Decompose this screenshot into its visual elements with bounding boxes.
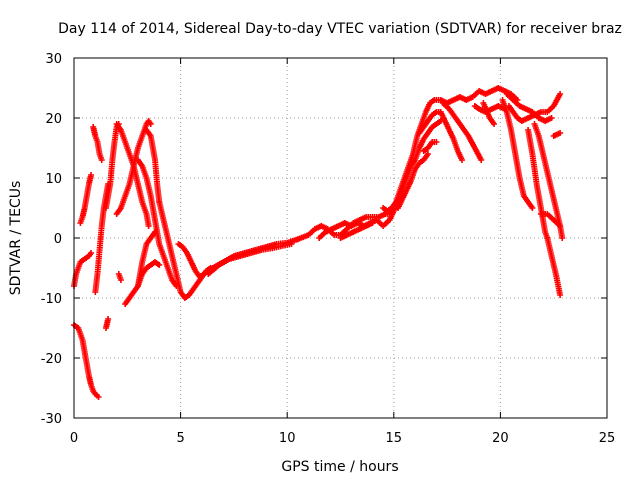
- tick-layer: 0 5 10 15 20 25 -30 -20 -10 0 10 20 30: [41, 52, 616, 446]
- series-arc-12: [134, 229, 159, 289]
- data-point: [557, 91, 564, 97]
- data-point: [491, 121, 498, 127]
- series-arc-33: [499, 97, 536, 211]
- data-point: [548, 115, 555, 121]
- data-point: [557, 223, 564, 229]
- series-arc-16: [175, 241, 216, 280]
- x-tick-label: 5: [176, 431, 184, 446]
- y-tick-label: 20: [45, 112, 62, 127]
- series-arc-30: [469, 85, 521, 103]
- series-arc-38: [537, 211, 564, 229]
- data-point: [529, 205, 536, 211]
- data-point: [117, 277, 124, 283]
- data-point: [88, 250, 95, 256]
- series-arc-3: [77, 172, 95, 226]
- y-tick-label: -30: [41, 412, 62, 427]
- series-arc-34: [505, 91, 564, 124]
- data-point: [369, 220, 376, 226]
- data-point: [433, 139, 440, 145]
- series-arc-39: [544, 235, 564, 298]
- series-arc-18: [205, 241, 295, 277]
- series-arc-6: [102, 316, 112, 331]
- plot-frame: [73, 57, 608, 419]
- series-arc-7: [102, 121, 122, 211]
- data-point: [478, 157, 485, 163]
- chart-title: Day 114 of 2014, Sidereal Day-to-day VTE…: [58, 21, 622, 37]
- x-axis-label: GPS time / hours: [281, 459, 398, 475]
- x-tick-label: 20: [492, 431, 509, 446]
- x-tick-label: 15: [386, 431, 403, 446]
- series-arc-1: [71, 322, 102, 400]
- series-arc-23: [386, 118, 444, 223]
- data-point: [105, 316, 112, 322]
- data-point: [288, 241, 295, 247]
- series-arc-9: [115, 271, 124, 283]
- data-point: [145, 223, 152, 229]
- series-arc-40: [550, 130, 564, 139]
- series-arc-14: [143, 127, 163, 205]
- series-arc-27: [431, 94, 476, 106]
- marks-layer: [71, 85, 566, 400]
- y-tick-label: 0: [54, 232, 62, 247]
- series-arc-15: [156, 199, 214, 301]
- data-point: [557, 130, 564, 136]
- series-arc-21: [337, 220, 376, 241]
- data-point: [559, 235, 566, 241]
- series-arc-32: [480, 100, 498, 127]
- series-arc-29: [439, 100, 485, 163]
- x-tick-label: 10: [279, 431, 296, 446]
- y-tick-label: -10: [41, 292, 62, 307]
- data-point: [95, 394, 102, 400]
- data-point: [147, 121, 154, 127]
- y-tick-label: 10: [45, 172, 62, 187]
- series-arc-36: [531, 121, 566, 241]
- series-arc-5: [90, 124, 105, 163]
- series-arc-35: [503, 91, 555, 124]
- series-arc-24: [395, 151, 431, 211]
- data-point: [424, 151, 431, 157]
- data-point: [459, 157, 466, 163]
- series-arc-13: [134, 157, 180, 289]
- x-tick-label: 25: [599, 431, 616, 446]
- data-point: [88, 172, 95, 178]
- y-tick-label: 30: [45, 52, 62, 67]
- data-point: [156, 262, 163, 268]
- series-arc-10: [113, 118, 154, 217]
- x-tick-label: 0: [70, 431, 78, 446]
- series-arc-28: [437, 109, 466, 163]
- data-point: [557, 292, 564, 298]
- y-axis-label: SDTVAR / TECUs: [8, 181, 24, 296]
- y-tick-label: -20: [41, 352, 62, 367]
- data-point: [98, 157, 105, 163]
- series-arc-26: [420, 139, 440, 154]
